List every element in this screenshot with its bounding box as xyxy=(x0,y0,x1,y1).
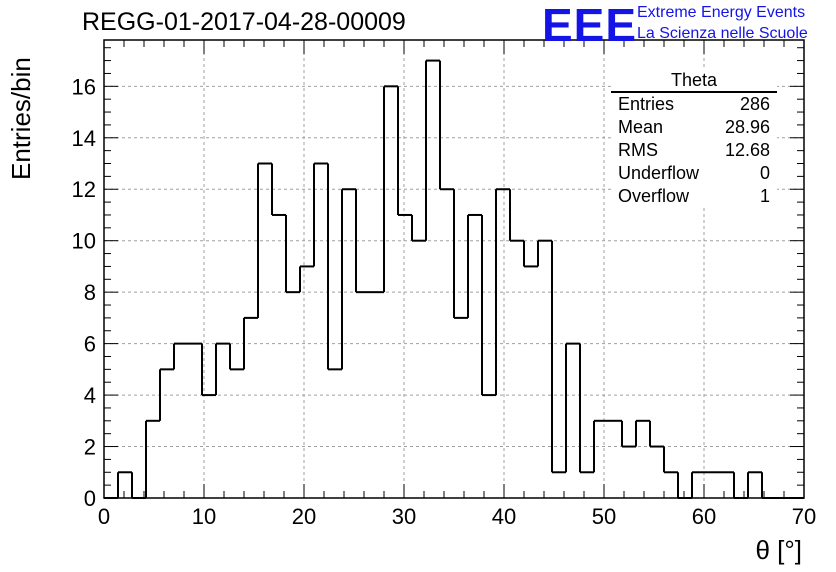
chart-title: REGG-01-2017-04-28-00009 xyxy=(82,8,406,36)
eee-logo: EEE Extreme Energy Events La Scienza nel… xyxy=(542,0,832,51)
x-tick-label: 70 xyxy=(792,504,816,529)
eee-logo-letters: EEE xyxy=(542,0,638,51)
y-tick-label: 14 xyxy=(72,126,96,151)
x-tick-label: 40 xyxy=(492,504,516,529)
stats-row-underflow: Underflow 0 xyxy=(611,162,777,185)
stats-row-mean: Mean 28.96 xyxy=(611,116,777,139)
stats-value: 0 xyxy=(759,163,770,183)
stats-row-overflow: Overflow 1 xyxy=(611,185,777,208)
x-tick-label: 60 xyxy=(692,504,716,529)
stats-label: Entries xyxy=(618,94,675,114)
stats-value: 286 xyxy=(739,94,770,114)
stats-label: Overflow xyxy=(618,186,690,206)
x-tick-label: 10 xyxy=(192,504,216,529)
stats-row-entries: Entries 286 xyxy=(611,93,777,116)
y-tick-label: 8 xyxy=(84,280,96,305)
y-tick-label: 0 xyxy=(84,486,96,511)
stats-label: RMS xyxy=(618,140,658,160)
stats-row-rms: RMS 12.68 xyxy=(611,139,777,162)
x-axis-label: θ [°] xyxy=(755,535,802,565)
x-tick-label: 50 xyxy=(592,504,616,529)
y-tick-label: 6 xyxy=(84,332,96,357)
y-tick-label: 16 xyxy=(72,74,96,99)
logo-caption-line1: Extreme Energy Events xyxy=(637,4,806,21)
x-tick-label: 30 xyxy=(392,504,416,529)
y-tick-label: 2 xyxy=(84,435,96,460)
y-tick-label: 10 xyxy=(72,229,96,254)
y-tick-label: 12 xyxy=(72,177,96,202)
stats-label: Mean xyxy=(618,117,664,137)
y-tick-label: 4 xyxy=(84,383,96,408)
stats-value: 28.96 xyxy=(724,117,770,137)
x-tick-label: 0 xyxy=(98,504,110,529)
x-tick-label: 20 xyxy=(292,504,316,529)
stats-label: Underflow xyxy=(618,163,700,183)
plot-frame xyxy=(103,39,805,499)
stats-value: 1 xyxy=(759,186,770,206)
stats-value: 12.68 xyxy=(724,140,770,160)
histogram-bars xyxy=(104,59,804,499)
stats-title: Theta xyxy=(611,70,777,93)
y-axis-label: Entries/bin xyxy=(6,57,36,180)
logo-caption-line2: La Scienza nelle Scuole xyxy=(637,25,808,42)
stats-box: Theta Entries 286 Mean 28.96 RMS 12.68 U… xyxy=(611,70,777,208)
